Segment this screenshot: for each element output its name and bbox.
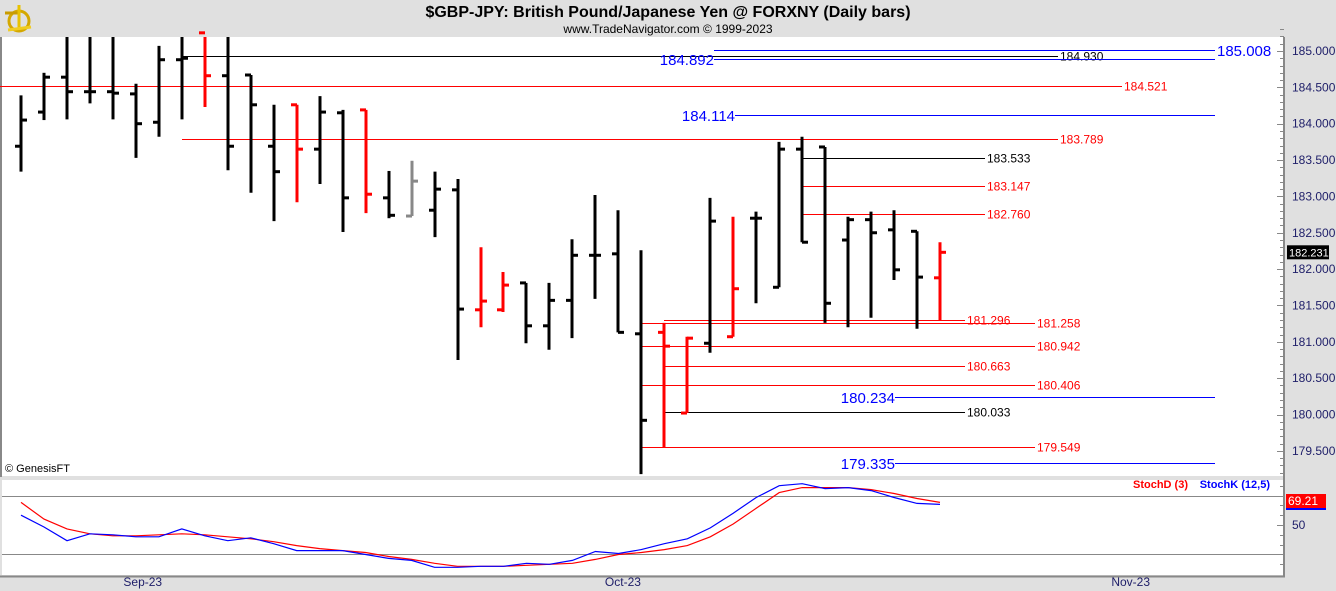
date-tick-label: Oct-23 — [605, 575, 641, 589]
ohlc-bar — [911, 229, 923, 329]
level-label: 182.760 — [987, 208, 1031, 222]
ohlc-bar — [842, 216, 854, 328]
level-label: 183.789 — [1060, 133, 1104, 147]
price-tick-label: 184.500 — [1292, 80, 1336, 94]
ohlc-bar — [635, 250, 647, 475]
copyright-label: © GenesisFT — [5, 463, 70, 475]
ohlc-bar — [612, 210, 624, 334]
stochastic-panel — [2, 480, 1283, 575]
stochastic-plot: 50 69.21 — [2, 483, 1326, 568]
ohlc-bar — [107, 37, 119, 120]
price-tick-label: 182.000 — [1292, 262, 1336, 276]
stoch-value-badge — [1286, 494, 1326, 508]
ohlc-bar — [589, 194, 601, 299]
ohlc-bar — [337, 109, 349, 233]
level-label: 183.147 — [987, 180, 1031, 194]
ohlc-bar — [452, 178, 464, 360]
level-label: 181.258 — [1037, 317, 1081, 331]
level-label: 180.033 — [967, 406, 1011, 420]
ohlc-bar — [543, 282, 555, 350]
stoch-value-label: 69.21 — [1288, 494, 1318, 508]
ohlc-bar — [222, 37, 234, 171]
ohlc-bar — [153, 45, 165, 137]
ohlc-bar — [681, 336, 693, 415]
level-label: 185.008 — [1217, 43, 1271, 60]
ohlc-bar — [796, 136, 808, 244]
ohlc-bar — [773, 141, 785, 289]
level-label: 184.930 — [1060, 50, 1104, 64]
ohlc-bar — [475, 247, 487, 328]
level-label: 179.549 — [1037, 441, 1081, 455]
level-label: 180.942 — [1037, 340, 1081, 354]
ohlc-bar — [38, 72, 50, 121]
level-label: 184.114 — [682, 108, 735, 125]
level-label: 184.521 — [1124, 80, 1168, 94]
level-label: 179.335 — [841, 456, 895, 473]
ohlc-bar — [84, 37, 96, 104]
ohlc-bar — [314, 96, 326, 185]
ohlc-bar — [268, 104, 280, 222]
price-tick-label: 181.000 — [1292, 335, 1336, 349]
date-tick-label: Nov-23 — [1111, 575, 1150, 589]
last-price-label: 182.231 — [1289, 247, 1329, 259]
price-axis: 185.000 184.500 184.000 183.500 183.000 182.5… — [1277, 29, 1336, 474]
level-lines: 185.008 184.930 184.892 184.521 184.114 183.7… — [0, 43, 1271, 473]
ohlc-bar — [245, 73, 257, 193]
ohlc-bar — [61, 37, 73, 120]
ohlc-bar — [888, 210, 900, 281]
ohlc-bar — [934, 242, 946, 320]
level-label: 180.234 — [841, 390, 895, 407]
legend-stochk: StochK (12,5) — [1200, 479, 1271, 491]
ohlc-bar — [704, 197, 716, 353]
ohlc-bar — [750, 211, 762, 304]
price-tick-label: 182.500 — [1292, 226, 1336, 240]
ohlc-bars — [15, 31, 946, 475]
ohlc-bar — [520, 281, 532, 344]
ohlc-bar — [727, 216, 739, 339]
ohlc-bar — [15, 95, 27, 172]
ohlc-bar — [176, 37, 188, 120]
chart-subtitle: www.TradeNavigator.com © 1999-2023 — [562, 22, 772, 36]
ohlc-bar — [130, 83, 142, 158]
ohlc-bar — [865, 211, 877, 318]
price-tick-label: 180.000 — [1292, 408, 1336, 422]
level-label: 184.892 — [660, 52, 714, 69]
chart-title: $GBP-JPY: British Pound/Japanese Yen @ F… — [425, 4, 910, 21]
stoch-value-underline — [1286, 508, 1326, 510]
price-tick-label: 184.000 — [1292, 117, 1336, 131]
price-tick-label: 181.500 — [1292, 298, 1336, 312]
level-label: 181.296 — [967, 314, 1011, 328]
price-tick-label: 185.000 — [1292, 44, 1336, 58]
ohlc-bar — [199, 31, 211, 107]
last-price-badge — [1287, 245, 1329, 260]
level-label: 180.663 — [967, 360, 1011, 374]
legend-stochd: StochD (3) — [1133, 479, 1188, 491]
stoch-tick-label: 50 — [1292, 518, 1306, 532]
stoch-line-k — [20, 483, 941, 568]
date-axis: Sep-23 Oct-23 Nov-23 — [123, 575, 1150, 589]
price-tick-label: 180.500 — [1292, 371, 1336, 385]
price-tick-label: 179.500 — [1292, 444, 1336, 458]
price-tick-label: 183.000 — [1292, 189, 1336, 203]
price-tick-label: 183.500 — [1292, 153, 1336, 167]
ohlc-bar — [383, 170, 395, 219]
date-tick-label: Sep-23 — [123, 575, 162, 589]
sextant-logo-icon — [5, 5, 32, 33]
ohlc-bar — [819, 145, 831, 323]
ohlc-bar — [406, 160, 418, 218]
level-label: 183.533 — [987, 152, 1031, 166]
ohlc-bar — [429, 171, 441, 238]
ohlc-bar — [291, 103, 303, 203]
level-label: 180.406 — [1037, 379, 1081, 393]
ohlc-bar — [658, 322, 670, 448]
ohlc-bar — [360, 108, 372, 214]
ohlc-bar — [566, 239, 578, 339]
ohlc-bar — [497, 272, 509, 312]
